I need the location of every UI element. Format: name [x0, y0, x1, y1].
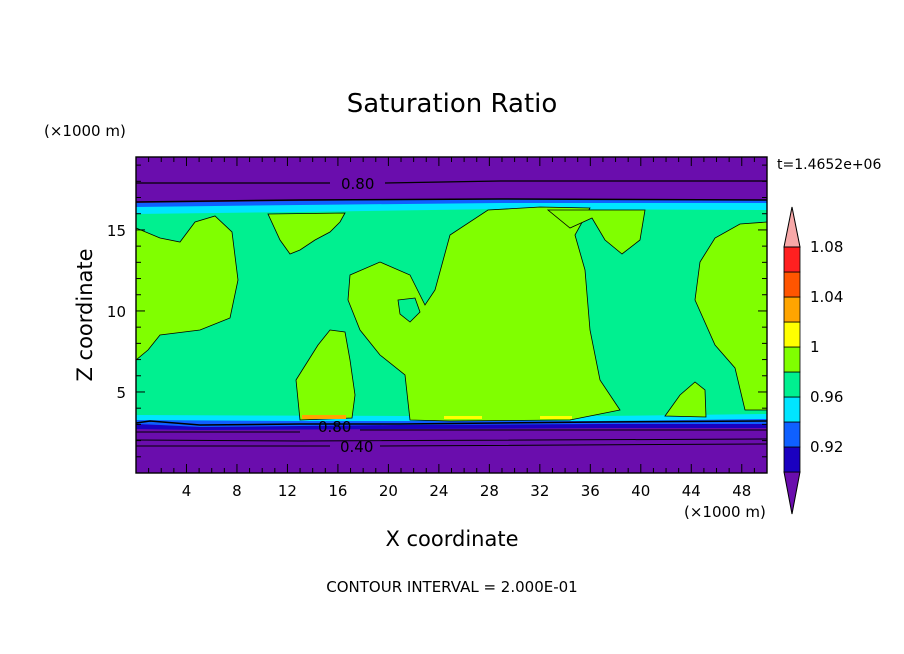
- contour-interval-note: CONTOUR INTERVAL = 2.000E-01: [326, 578, 577, 596]
- colorbar-tick-label: 1.08: [810, 238, 843, 256]
- patch-orange-1: [302, 415, 346, 419]
- blob-center: [347, 206, 621, 422]
- colorbar-tick-label: 0.96: [810, 388, 843, 406]
- colorbar-lower-extend: [783, 471, 801, 515]
- colorbar-swatch: [783, 296, 801, 323]
- colorbar-swatch: [783, 271, 801, 298]
- x-tick-label: 36: [581, 482, 600, 500]
- colorbar: 0.92 0.96 1 1.04 1.08: [783, 206, 843, 515]
- blob-top-small: [267, 212, 346, 255]
- colorbar-swatch: [783, 321, 801, 348]
- contour-line-top: [136, 180, 767, 184]
- colorbar-swatch: [783, 446, 801, 473]
- x-tick-label: 48: [732, 482, 751, 500]
- y-tick-label: 15: [107, 222, 126, 240]
- x-tick-label: 12: [278, 482, 297, 500]
- contour-field: [136, 157, 767, 473]
- x-tick-label: 16: [328, 482, 347, 500]
- x-tick-label: 8: [232, 482, 242, 500]
- y-tick-label: 10: [107, 303, 126, 321]
- x-tick-label: 28: [480, 482, 499, 500]
- colorbar-tick-label: 0.92: [810, 438, 843, 456]
- x-tick-label: 40: [631, 482, 650, 500]
- contour-label-bottom: 0.40: [340, 438, 373, 456]
- chart-title: Saturation Ratio: [347, 89, 558, 119]
- blob-left: [136, 215, 239, 361]
- contour-line-bottom-1: [136, 420, 767, 426]
- contour-label-mid: 0.80: [318, 418, 351, 436]
- blob-top-right: [546, 209, 646, 255]
- y-tick-label: 5: [116, 384, 126, 402]
- x-tick-label: 4: [182, 482, 192, 500]
- z-axis-unit-label: (×1000 m): [44, 122, 126, 140]
- x-axis-unit-label: (×1000 m): [684, 503, 766, 521]
- y-axis-label: Z coordinate: [73, 248, 97, 381]
- contour-line-bottom-3: [136, 438, 767, 442]
- contour-line-bottom-4: [136, 443, 767, 447]
- y-axis-ticks: 5 10 15: [107, 164, 767, 458]
- colorbar-tick-label: 1: [810, 338, 820, 356]
- blob-lower-right: [664, 381, 707, 418]
- colorbar-upper-extend: [783, 206, 801, 248]
- contour-line-bottom-2: [136, 429, 767, 433]
- x-axis-ticks: 4 8 12 16 20 24 28 32 36 40 44 48: [148, 157, 755, 500]
- x-tick-label: 24: [429, 482, 448, 500]
- field-lower-dark: [136, 424, 767, 430]
- x-axis-label: X coordinate: [385, 527, 518, 551]
- x-tick-label: 44: [682, 482, 701, 500]
- colorbar-swatch: [783, 346, 801, 373]
- colorbar-swatch: [783, 371, 801, 398]
- field-top-strip-cyan: [136, 203, 767, 214]
- patch-yellow-1: [444, 416, 482, 419]
- x-tick-label: 32: [530, 482, 549, 500]
- patch-yellow-2: [540, 416, 572, 419]
- blob-mid-left: [295, 329, 356, 421]
- colorbar-tick-label: 1.04: [810, 288, 843, 306]
- contour-label-top: 0.80: [341, 175, 374, 193]
- time-label: t=1.4652e+06: [777, 157, 881, 173]
- colorbar-swatch: [783, 246, 801, 273]
- colorbar-swatch: [783, 396, 801, 423]
- colorbar-swatch: [783, 421, 801, 448]
- blob-center-hole: [397, 297, 421, 323]
- blob-right: [694, 221, 767, 411]
- x-tick-label: 20: [379, 482, 398, 500]
- contour-line-top-2: [136, 198, 767, 203]
